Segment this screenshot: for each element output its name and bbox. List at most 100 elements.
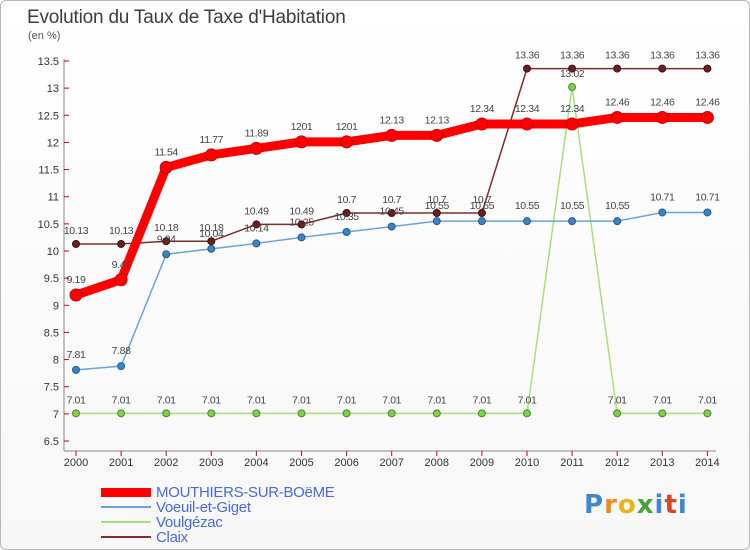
legend-item: Claix [101,529,431,546]
data-point [475,117,489,131]
data-label: 10.35 [334,211,359,223]
x-tick-label: 2010 [515,457,539,469]
data-label: 10.7 [337,194,356,206]
y-tick-label: 7 [53,409,59,421]
y-tick-label: 9.5 [44,273,59,285]
legend-swatch [101,521,151,523]
data-label: 7.01 [382,394,401,406]
data-label: 9.94 [157,233,176,245]
data-label: 7.01 [608,394,627,406]
data-point [117,362,126,371]
data-label: 10.71 [695,191,720,203]
x-tick-label: 2003 [199,457,223,469]
data-point [72,409,80,418]
data-point [207,409,216,418]
x-tick-label: 2006 [334,457,358,469]
data-point [342,228,351,236]
data-label: 10.04 [199,228,224,240]
x-tick-label: 2008 [425,457,449,469]
data-point [477,409,486,418]
data-point [568,83,577,92]
y-tick-label: 10.5 [38,219,59,231]
data-point [117,239,126,248]
data-point [342,409,351,418]
proxiti-logo: Proxiti [584,490,688,520]
data-label: 7.88 [112,345,131,357]
data-label: 7.01 [472,394,491,406]
data-point [297,409,306,418]
data-label: 10.49 [289,205,314,217]
data-label: 7.01 [157,394,176,406]
data-point [523,217,531,226]
data-point [658,64,667,73]
data-label: 10.13 [109,225,134,237]
data-label: 12.34 [560,103,585,115]
data-label: 13.36 [515,50,540,62]
data-point [523,64,531,73]
data-point [703,64,712,73]
data-label: 12.13 [380,114,405,126]
y-tick-label: 12 [47,137,59,149]
data-point [297,233,306,242]
data-point [703,409,712,418]
legend-swatch [101,536,151,538]
x-tick-label: 2002 [154,457,178,469]
data-point [700,110,714,124]
legend-item: Voulgézac [101,514,431,531]
data-label: 10.55 [560,200,585,212]
data-label: 7.01 [427,394,446,406]
data-label: 7.01 [247,394,266,406]
y-tick-label: 9 [53,300,59,312]
data-label: 11.54 [154,146,178,158]
data-point [432,217,441,226]
data-label: 7.01 [112,394,131,406]
data-point [252,239,261,248]
data-label: 12.34 [470,103,495,115]
data-point [162,237,171,246]
data-point [72,365,80,374]
legend-swatch [101,487,151,497]
data-point [162,250,171,259]
data-label: 7.01 [292,394,311,406]
data-label: 10.71 [650,191,675,203]
unit-label: (en %) [28,30,61,42]
data-label: 13.36 [605,50,630,62]
y-tick-label: 7.5 [44,382,59,394]
data-label: 10.45 [380,206,405,218]
y-tick-label: 8 [53,355,59,367]
legend-label: Claix [156,529,188,546]
y-tick-label: 11.5 [38,165,59,177]
data-label: 10.55 [605,200,630,212]
data-point [297,220,306,229]
data-point [117,409,126,418]
x-tick-label: 2000 [64,457,88,469]
data-point [342,209,351,217]
data-label: 7.01 [67,394,86,406]
data-point [568,217,577,226]
data-label: 13.36 [650,50,675,62]
data-point [568,64,577,73]
data-label: 10.55 [515,200,540,212]
data-point [658,409,667,418]
data-point [159,160,173,174]
data-point [703,208,712,217]
data-label: 12.34 [515,103,540,115]
data-label: 11.89 [245,127,269,139]
y-tick-label: 12.5 [38,110,59,122]
x-tick-label: 2005 [289,457,313,469]
data-point [387,209,396,217]
legend-label: MOUTHIERS-SUR-BOëME [156,484,335,501]
data-label: 10.13 [64,225,89,237]
x-tick-label: 2007 [379,457,403,469]
x-tick-label: 2012 [605,457,629,469]
data-point [340,135,354,149]
data-point [477,209,486,217]
data-point [432,409,441,418]
data-label: 9.19 [67,274,86,286]
data-label: 9.47 [112,259,131,271]
data-point [658,208,667,217]
data-label: 10.55 [470,200,495,212]
data-point [69,288,83,302]
